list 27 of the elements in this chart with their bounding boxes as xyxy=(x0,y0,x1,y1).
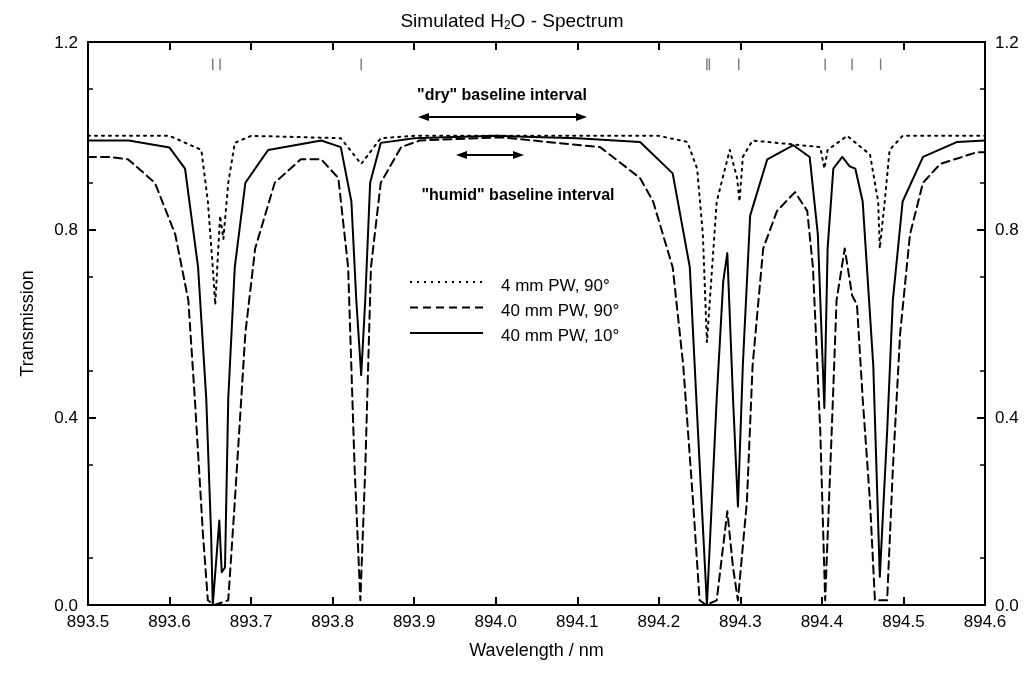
legend-label: 4 mm PW, 90° xyxy=(501,276,610,295)
x-tick-label: 893.5 xyxy=(66,612,110,631)
x-tick-label: 893.8 xyxy=(311,612,354,631)
annotation: "humid" baseline interval xyxy=(421,186,615,203)
y2-tick-label: 0.8 xyxy=(995,220,1019,240)
y-tick-label: 0.4 xyxy=(54,407,78,427)
x-tick-label: 893.9 xyxy=(392,612,436,631)
y2-tick-label: 0.4 xyxy=(995,407,1019,427)
x-tick-label: 894.6 xyxy=(963,612,1007,631)
x-tick-label: 893.6 xyxy=(148,612,191,631)
x-tick-label: 894.3 xyxy=(719,612,762,631)
y2-tick-label: 1.2 xyxy=(995,32,1019,52)
x-tick-label: 894.4 xyxy=(800,612,844,631)
y-axis-title: Transmission xyxy=(17,270,37,377)
annotation: "dry" baseline interval xyxy=(417,86,587,103)
y-tick-label: 1.2 xyxy=(54,32,78,52)
x-tick-label: 894.5 xyxy=(882,612,925,631)
x-tick-label: 894.0 xyxy=(474,612,517,631)
x-tick-label: 893.7 xyxy=(229,612,273,631)
y-tick-label: 0.8 xyxy=(54,220,78,240)
x-axis-title: Wavelength / nm xyxy=(469,640,604,660)
x-tick-label: 894.2 xyxy=(637,612,681,631)
y2-tick-label: 0.0 xyxy=(995,595,1019,615)
legend-label: 40 mm PW, 10° xyxy=(501,326,620,345)
y-tick-label: 0.0 xyxy=(54,595,78,615)
x-tick-label: 894.1 xyxy=(556,612,599,631)
legend-label: 40 mm PW, 90° xyxy=(501,301,620,320)
